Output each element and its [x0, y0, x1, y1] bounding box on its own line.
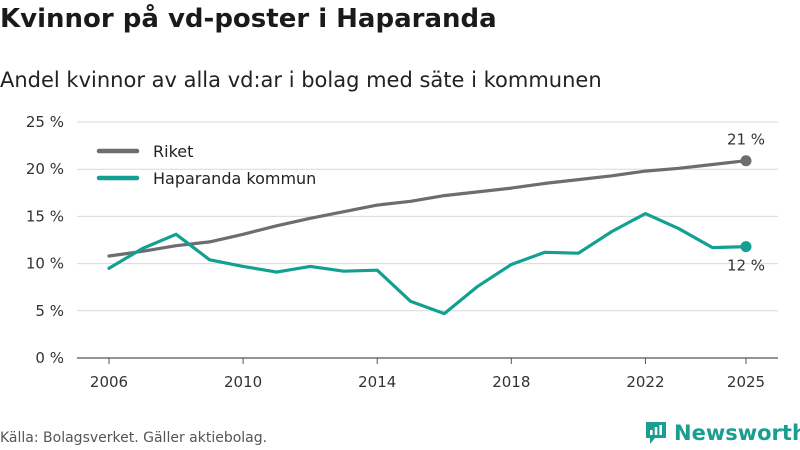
x-tick-label: 2006	[90, 373, 128, 391]
y-tick-label: 20 %	[26, 160, 64, 178]
newsworthy-logo-icon	[646, 422, 666, 444]
brand-name: Newsworthy	[674, 421, 800, 445]
series-end-point-1	[740, 241, 752, 253]
series-line-1	[107, 212, 748, 316]
y-tick-label: 10 %	[26, 255, 64, 273]
line-chart: 0 %5 %10 %15 %20 %25 % 2006 2010 2014 2018 2…	[26, 113, 778, 391]
y-axis: 0 % 5 % 10 % 15 % 20 % 25 %	[26, 113, 64, 367]
x-tick-label: 2022	[626, 373, 664, 391]
series-line-0	[107, 159, 748, 258]
series-end-point-0	[740, 155, 752, 167]
y-tick-label: 5 %	[35, 302, 64, 320]
series-end-label-0: 21 %	[727, 131, 765, 149]
series-lines: 21 % 12 %	[107, 131, 765, 316]
x-axis: 2006 2010 2014 2018 2022 2025	[90, 358, 765, 391]
grid	[77, 121, 778, 359]
x-tick-label: 2010	[224, 373, 262, 391]
y-tick-label: 0 %	[35, 349, 64, 367]
y-tick-label: 25 %	[26, 113, 64, 131]
legend-label-1: Haparanda kommun	[153, 169, 316, 188]
chart-subtitle: Andel kvinnor av alla vd:ar i bolag med …	[0, 68, 602, 92]
legend: Riket Haparanda kommun	[96, 142, 316, 188]
series-end-label-1: 12 %	[727, 257, 765, 275]
x-tick-label: 2018	[492, 373, 530, 391]
chart-title: Kvinnor på vd-poster i Haparanda	[0, 4, 497, 34]
legend-label-0: Riket	[153, 142, 193, 161]
x-tick-label: 2025	[727, 373, 765, 391]
x-tick-label: 2014	[358, 373, 396, 391]
source-note: Källa: Bolagsverket. Gäller aktiebolag.	[0, 430, 268, 446]
y-tick-label: 15 %	[26, 207, 64, 225]
brand-logo: Newsworthy	[644, 420, 800, 446]
